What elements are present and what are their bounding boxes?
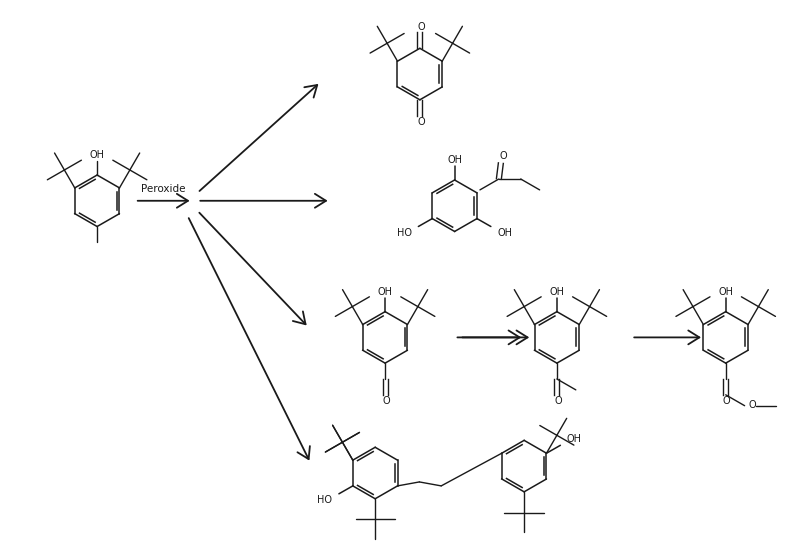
Text: OH: OH <box>89 150 104 160</box>
Text: O: O <box>554 396 562 406</box>
Text: Peroxide: Peroxide <box>141 184 186 194</box>
Text: OH: OH <box>718 287 733 297</box>
Text: HO: HO <box>317 495 332 504</box>
Text: O: O <box>417 117 425 127</box>
Text: O: O <box>383 396 390 406</box>
Text: O: O <box>723 396 731 406</box>
Text: OH: OH <box>378 287 393 297</box>
Text: OH: OH <box>447 155 462 165</box>
Text: O: O <box>748 400 756 410</box>
Text: OH: OH <box>549 287 564 297</box>
Text: OH: OH <box>567 435 582 445</box>
Text: OH: OH <box>497 229 512 239</box>
Text: O: O <box>417 22 425 32</box>
Text: O: O <box>499 151 507 161</box>
Text: HO: HO <box>397 229 412 239</box>
